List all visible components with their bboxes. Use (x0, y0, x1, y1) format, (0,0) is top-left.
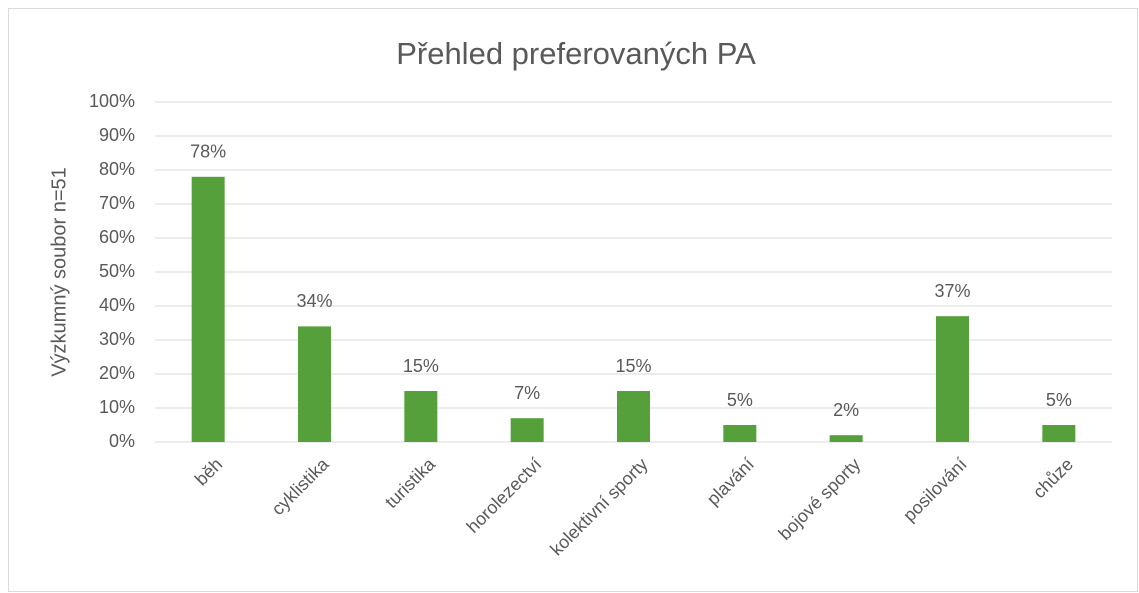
data-label: 34% (296, 291, 332, 311)
y-tick-label: 80% (99, 159, 135, 179)
x-tick-label: plavání (703, 454, 758, 509)
y-axis-label: Výzkumný soubor n=51 (48, 167, 70, 377)
y-tick-label: 60% (99, 227, 135, 247)
bar (1042, 425, 1076, 442)
y-tick-label: 90% (99, 125, 135, 145)
x-tick-label: turistika (381, 453, 440, 512)
x-tick-label: kolektivní sporty (546, 454, 651, 559)
x-tick-label: běh (191, 454, 226, 489)
data-label: 2% (833, 400, 859, 420)
data-label: 5% (1046, 390, 1072, 410)
x-tick-label: posilování (899, 454, 970, 525)
y-tick-label: 20% (99, 363, 135, 383)
data-label: 78% (190, 142, 226, 162)
bar (617, 391, 650, 442)
data-label: 15% (403, 356, 439, 376)
bar (404, 391, 438, 442)
bar (936, 316, 969, 442)
bar (298, 326, 331, 442)
y-tick-label: 70% (99, 193, 135, 213)
chart-title: Přehled preferovaných PA (396, 36, 756, 71)
x-tick-label: horolezectví (463, 454, 546, 537)
y-tick-label: 0% (109, 431, 135, 451)
y-tick-label: 10% (99, 397, 135, 417)
data-label: 5% (727, 390, 753, 410)
x-tick-label: bojové sporty (775, 454, 865, 544)
data-label: 7% (514, 383, 540, 403)
bar (510, 418, 544, 442)
y-tick-label: 40% (99, 295, 135, 315)
data-label: 15% (615, 356, 651, 376)
y-tick-label: 50% (99, 261, 135, 281)
data-label: 37% (934, 281, 970, 301)
x-tick-label: chůze (1029, 454, 1077, 502)
bar (191, 176, 225, 443)
x-tick-label: cyklistika (268, 453, 334, 519)
bar (829, 435, 863, 442)
bar (723, 425, 757, 442)
y-tick-label: 100% (89, 91, 135, 111)
chart-border (8, 8, 1138, 592)
y-tick-label: 30% (99, 329, 135, 349)
